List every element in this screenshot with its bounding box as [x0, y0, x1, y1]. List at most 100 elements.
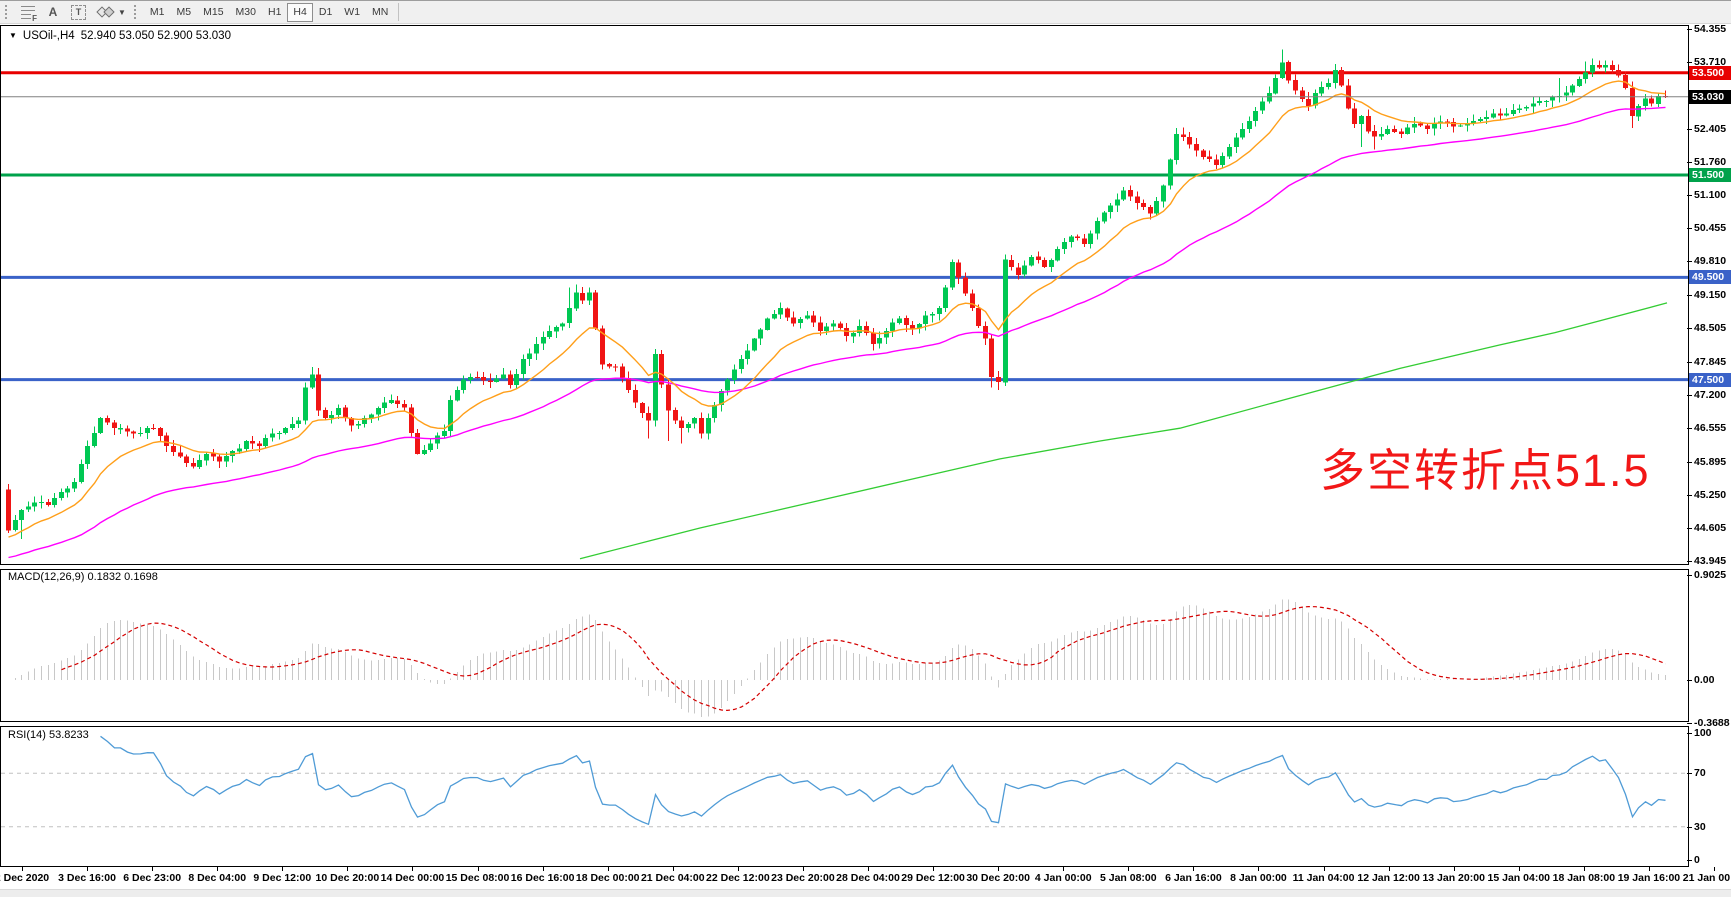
macd-axis-tick: -0.3688	[1687, 717, 1730, 729]
candle-body	[613, 366, 618, 368]
time-axis-label: 15 Jan 04:00	[1487, 872, 1550, 884]
candle-body	[560, 323, 565, 327]
candle-body	[666, 384, 671, 411]
candle-body	[303, 387, 308, 421]
time-axis-label: 10 Dec 20:00	[315, 872, 380, 884]
candle-body	[1042, 260, 1047, 268]
timeframe-button-mn[interactable]: MN	[372, 6, 389, 18]
timeframe-button-m5[interactable]: M5	[176, 6, 192, 18]
candle-body	[1062, 241, 1067, 249]
candle-body	[112, 422, 117, 429]
candle-body	[1313, 93, 1318, 106]
rsi-axis-tick: 70	[1687, 767, 1706, 779]
candle-body	[1372, 131, 1377, 137]
timeframe-button-h1[interactable]: H1	[267, 6, 282, 18]
level-price-tag: 47.500	[1689, 372, 1731, 387]
price-axis-tick: 53.710	[1687, 56, 1726, 68]
text-label-button[interactable]: A	[41, 3, 65, 22]
indicator-list-button[interactable]: F	[15, 3, 41, 23]
macd-indicator-pane[interactable]	[0, 569, 1689, 722]
candle-body	[653, 354, 658, 421]
candle-body	[1359, 116, 1364, 124]
candle-body	[145, 428, 150, 434]
candle-body	[633, 390, 638, 403]
timeframe-button-h4[interactable]: H4	[287, 2, 313, 22]
candle-body	[224, 455, 229, 462]
time-axis-label: 16 Dec 16:00	[510, 872, 575, 884]
time-axis-tick	[933, 867, 934, 871]
candle-body	[1306, 99, 1311, 106]
diamond-shape-icon	[103, 6, 115, 18]
candle-body	[191, 462, 196, 467]
timeframe-button-w1[interactable]: W1	[344, 6, 361, 18]
candle-body	[877, 337, 882, 344]
candle-body	[937, 308, 942, 315]
candle-body	[923, 315, 928, 324]
candle-body	[1220, 156, 1225, 165]
rsi-axis-tick: 100	[1687, 727, 1712, 739]
candle-body	[811, 315, 816, 323]
candle-body	[805, 315, 810, 319]
candle-body	[39, 502, 44, 504]
level-price-tag: 49.500	[1689, 270, 1731, 285]
candle-body	[1643, 98, 1648, 107]
time-axis-tick	[1584, 867, 1585, 871]
timeframe-button-m30[interactable]: M30	[235, 6, 256, 18]
timeframe-button-m15[interactable]: M15	[203, 6, 224, 18]
candle-body	[1148, 206, 1153, 214]
candle-body	[1234, 137, 1239, 148]
candle-body	[349, 417, 354, 426]
toolbar-drag-handle[interactable]	[133, 5, 139, 19]
candle-body	[395, 400, 400, 404]
rsi-axis-tick: 30	[1687, 821, 1706, 833]
candle-body	[818, 322, 823, 332]
candle-body	[659, 353, 664, 385]
time-axis-tick	[22, 867, 23, 871]
time-axis-tick	[1063, 867, 1064, 871]
candle-body	[376, 407, 381, 415]
ohlc-values: 52.940 53.050 52.900 53.030	[80, 30, 231, 42]
candle-body	[461, 379, 466, 390]
ma-slow-line	[8, 106, 1666, 559]
rsi-label: RSI(14) 53.8233	[8, 729, 89, 741]
macd-histogram	[15, 599, 1666, 717]
candle-body	[494, 378, 499, 382]
time-axis-label: 3 Dec 16:00	[58, 872, 116, 884]
candles	[6, 49, 1668, 540]
candle-body	[600, 328, 605, 365]
candle-body	[488, 380, 493, 383]
candle-body	[356, 423, 361, 426]
timeframe-button-d1[interactable]: D1	[318, 6, 333, 18]
candle-body	[1181, 134, 1186, 137]
timeframe-button-m1[interactable]: M1	[149, 6, 165, 18]
candle-body	[1570, 85, 1575, 93]
price-axis-tick: 46.555	[1687, 422, 1726, 434]
candle-body	[989, 338, 994, 378]
candle-body	[1537, 100, 1542, 104]
rsi-indicator-pane[interactable]	[0, 726, 1689, 867]
candle-body	[1649, 98, 1654, 104]
time-axis-label: 18 Dec 00:00	[575, 872, 640, 884]
candle-body	[131, 431, 136, 434]
main-price-pane[interactable]	[0, 25, 1689, 566]
toolbar-drag-handle[interactable]	[5, 5, 10, 19]
chart-title[interactable]: ▼ USOil-,H4 52.940 53.050 52.900 53.030	[9, 30, 231, 42]
text-box-button[interactable]: T	[65, 3, 92, 22]
candle-body	[277, 432, 282, 434]
price-axis-tick: 51.760	[1687, 156, 1726, 168]
candle-body	[389, 400, 394, 403]
rsi-axis-tick: 0	[1687, 854, 1700, 866]
collapse-triangle-icon[interactable]: ▼	[9, 31, 17, 40]
shapes-dropdown-button[interactable]: ▼	[92, 3, 132, 22]
time-axis-label: 21 Dec 04:00	[640, 872, 705, 884]
candle-body	[1445, 121, 1450, 123]
time-axis-tick	[87, 867, 88, 871]
macd-label: MACD(12,26,9) 0.1832 0.1698	[8, 571, 158, 583]
candle-body	[79, 463, 84, 483]
candle-body	[270, 433, 275, 438]
candle-body	[422, 450, 427, 455]
time-axis-label: 19 Jan 16:00	[1617, 872, 1681, 884]
candle-body	[1135, 196, 1140, 204]
candle-body	[32, 502, 37, 507]
candle-body	[1465, 123, 1470, 126]
